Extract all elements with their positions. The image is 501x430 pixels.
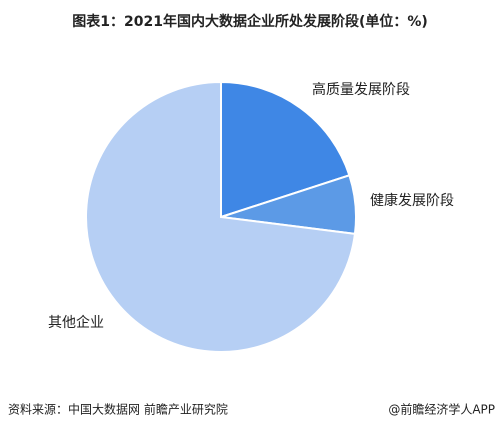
pie-slice bbox=[85, 80, 357, 353]
chart-title: 图表1：2021年国内大数据企业所处发展阶段(单位：%) bbox=[72, 13, 428, 30]
slice-label: 高质量发展阶段 bbox=[312, 81, 410, 98]
source: 资料来源：中国大数据网 前瞻产业研究院 bbox=[8, 402, 228, 417]
slice-label: 健康发展阶段 bbox=[370, 192, 454, 209]
pie bbox=[85, 80, 357, 353]
pie-slice bbox=[220, 80, 351, 219]
credit: @前瞻经济学人APP bbox=[388, 402, 495, 417]
slice-label: 其他企业 bbox=[48, 314, 104, 331]
